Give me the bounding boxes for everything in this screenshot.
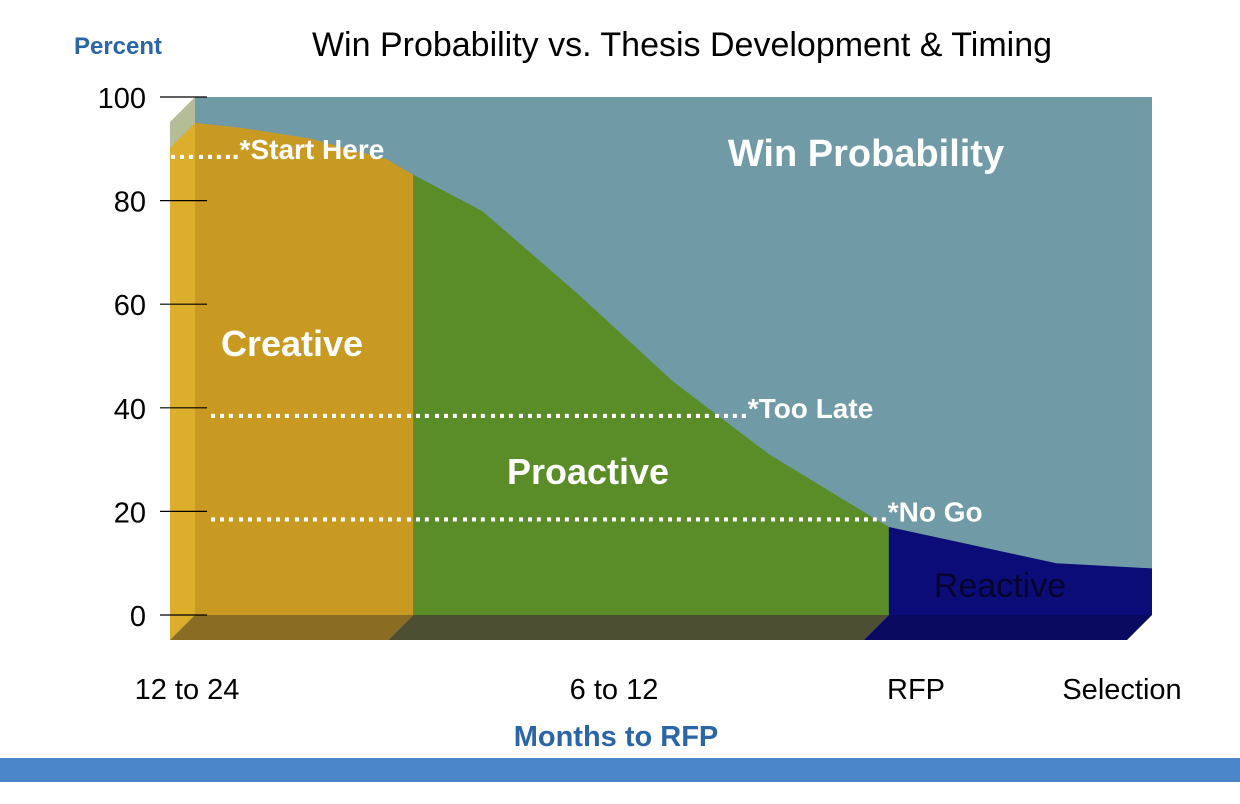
plot-area bbox=[170, 97, 1152, 640]
annotations: ……..*Start Here ………………………………………………….*Too … bbox=[168, 134, 983, 528]
x-tick-label: 6 to 12 bbox=[570, 674, 659, 706]
y-tick-label: 60 bbox=[114, 290, 146, 322]
region-area-proactive bbox=[413, 174, 889, 615]
y-tick-label: 40 bbox=[114, 394, 146, 426]
floor-proactive bbox=[388, 615, 889, 640]
footer-bar bbox=[0, 758, 1240, 782]
x-axis-label: Months to RFP bbox=[514, 721, 719, 753]
region-labels: Creative Proactive Reactive Win Probability bbox=[221, 133, 1066, 605]
annotation-label: ………………………………………………….*Too Late bbox=[208, 393, 873, 424]
region-area-reactive bbox=[888, 526, 1152, 615]
y-tick-label: 0 bbox=[130, 601, 146, 633]
x-tick-label: RFP bbox=[887, 674, 945, 706]
y-axis-label: Percent bbox=[74, 33, 162, 60]
region-label-proactive: Proactive bbox=[507, 451, 669, 492]
y-tick-label: 80 bbox=[114, 187, 146, 219]
annotation-label: ……..*Start Here bbox=[168, 134, 384, 165]
x-axis: 12 to 24 6 to 12 RFP Selection bbox=[135, 674, 1182, 706]
region-label-creative: Creative bbox=[221, 323, 363, 364]
y-tick-label: 20 bbox=[114, 497, 146, 529]
floor-creative bbox=[170, 615, 414, 640]
floor-reactive bbox=[863, 615, 1152, 640]
annotation-label: ……………………………………………………………….*No Go bbox=[208, 496, 983, 527]
creative-side-face bbox=[170, 122, 195, 640]
chart-title: Win Probability vs. Thesis Development &… bbox=[312, 26, 1052, 64]
x-tick-label: 12 to 24 bbox=[135, 674, 240, 706]
x-tick-label: Selection bbox=[1062, 674, 1181, 706]
region-area-creative bbox=[195, 122, 414, 616]
region-label-reactive: Reactive bbox=[934, 567, 1066, 605]
y-axis: 0 20 40 60 80 100 bbox=[98, 83, 207, 633]
series-label: Win Probability bbox=[728, 133, 1004, 175]
y-tick-label: 100 bbox=[98, 83, 146, 115]
